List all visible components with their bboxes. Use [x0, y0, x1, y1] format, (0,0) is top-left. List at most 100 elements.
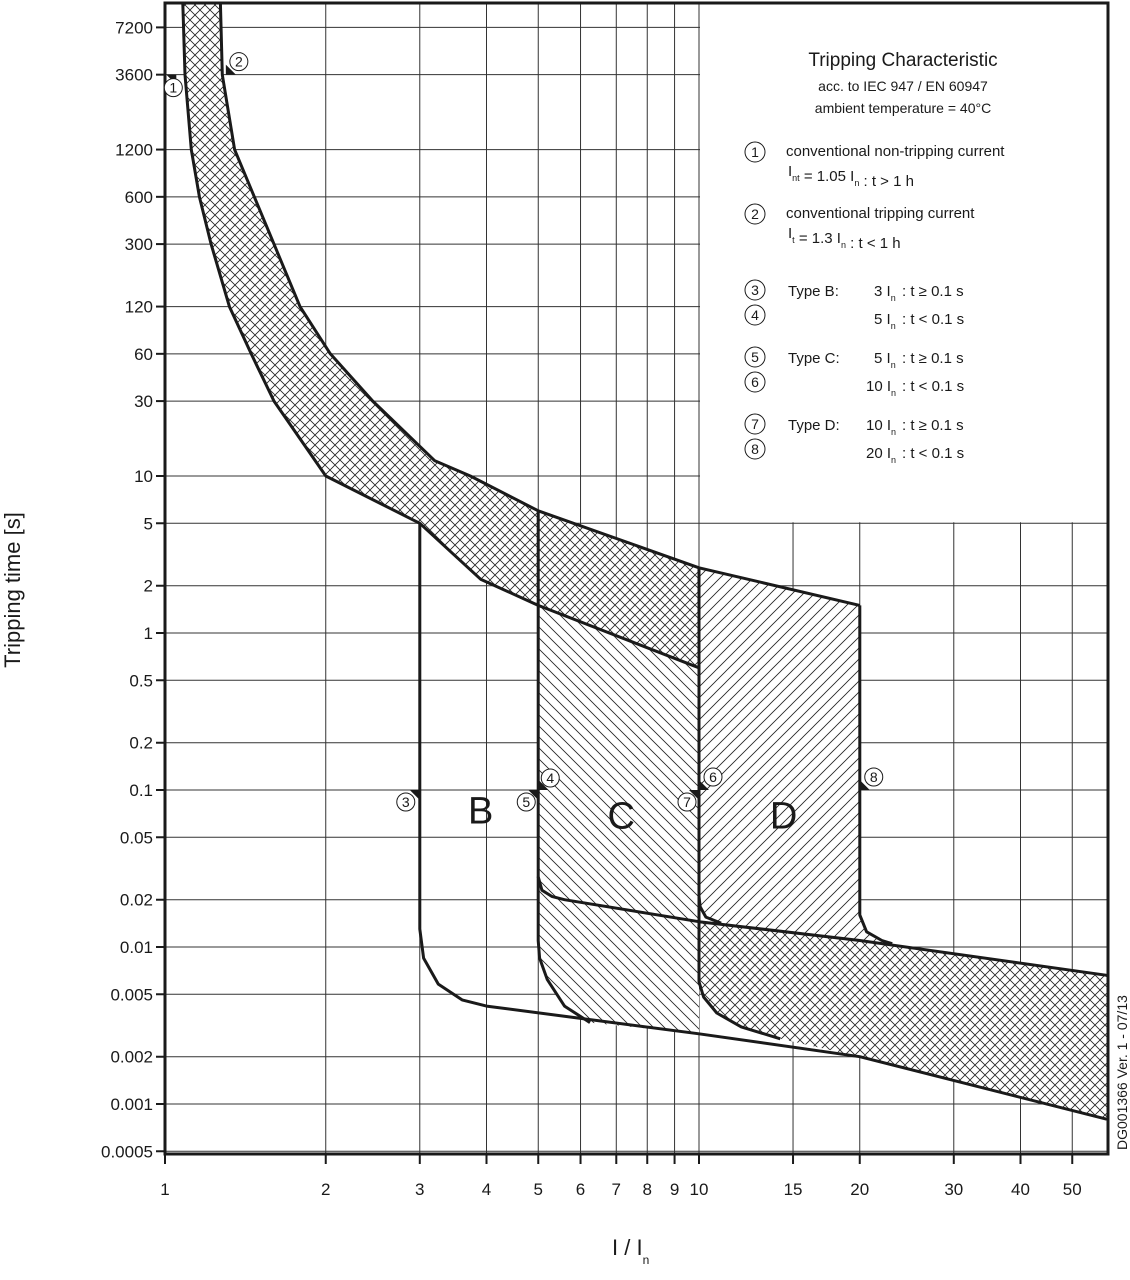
marker-wedge — [699, 780, 709, 790]
marker-label: 1 — [169, 80, 177, 96]
footnote: DG001366 Ver. 1 - 07/13 — [1114, 995, 1130, 1150]
marker-label: 6 — [709, 769, 717, 785]
type-condition: : t ≥ 0.1 s — [902, 417, 964, 434]
x-tick-label: 40 — [1011, 1180, 1030, 1199]
x-axis-label-sub: n — [643, 1253, 650, 1267]
text-run: conventional non-tripping current — [786, 143, 1005, 160]
legend-text: 20 In — [866, 445, 896, 465]
legend-text: conventional tripping current — [786, 205, 975, 222]
y-tick-label: 60 — [134, 345, 153, 364]
marker-wedge — [225, 64, 236, 75]
zone-label-c: C — [607, 795, 634, 837]
text-run: = 1.3 I — [795, 230, 841, 247]
y-tick-label: 0.5 — [129, 671, 153, 690]
x-axis-label-main: I / I — [612, 1235, 643, 1260]
marker-label: 7 — [683, 794, 691, 810]
x-tick-label: 15 — [784, 1180, 803, 1199]
text-run: I — [788, 163, 792, 180]
type-d-zone — [699, 567, 893, 944]
x-tick-label: 7 — [612, 1180, 621, 1199]
type-name: Type C: — [788, 350, 840, 367]
legend: Tripping Characteristic acc. to IEC 947 … — [744, 50, 1005, 465]
type-c-lower-curve — [536, 876, 591, 1024]
y-tick-label: 3600 — [115, 66, 153, 85]
legend-text: 5 In — [874, 350, 896, 370]
y-axis-label: Tripping time [s] — [0, 512, 25, 668]
subscript: n — [891, 388, 896, 398]
marker-label: 4 — [546, 770, 554, 786]
type-condition: : t ≥ 0.1 s — [902, 283, 964, 300]
marker-circle-6 — [703, 767, 723, 787]
marker-label: 2 — [235, 54, 243, 70]
marker-wedge — [538, 780, 549, 790]
y-tick-label: 300 — [125, 235, 153, 254]
type-name: Type D: — [788, 417, 840, 434]
x-tick-label: 3 — [415, 1180, 424, 1199]
x-tick-label: 1 — [160, 1180, 169, 1199]
legend-text: Int = 1.05 In : t > 1 h — [788, 163, 914, 190]
y-tick-label: 0.05 — [120, 828, 153, 847]
y-tick-label: 0.01 — [120, 938, 153, 957]
x-tick-label: 2 — [321, 1180, 330, 1199]
subscript: n — [891, 427, 896, 437]
marker-circle-7 — [677, 792, 697, 812]
type-condition: : t < 0.1 s — [902, 445, 964, 462]
y-tick-label: 0.005 — [110, 985, 153, 1004]
subscript: nt — [792, 173, 800, 183]
x-tick-label: 20 — [850, 1180, 869, 1199]
y-tick-label: 600 — [125, 188, 153, 207]
y-tick-label: 0.002 — [110, 1048, 153, 1067]
marker-circle-7 — [744, 413, 766, 435]
marker-circle-1 — [163, 78, 183, 98]
y-tick-label: 30 — [134, 392, 153, 411]
y-tick-label: 0.02 — [120, 891, 153, 910]
x-tick-label: 30 — [944, 1180, 963, 1199]
marker-circle-3 — [744, 279, 766, 301]
axis-ticks: 1 2 3 4 5 6 7 8 9 10 15 20 30 40 507200360012006003001… — [101, 18, 1082, 1199]
marker-circle-6 — [744, 371, 766, 393]
subscript: n — [891, 455, 896, 465]
y-tick-label: 1200 — [115, 141, 153, 160]
marker-circle-2 — [744, 203, 766, 225]
type-b-curve — [418, 523, 1108, 1121]
subscript: n — [891, 293, 896, 303]
legend-text: 10 In — [866, 378, 896, 398]
zone-label-d: D — [770, 795, 797, 837]
legend-text: 5 In — [874, 311, 896, 331]
plot-frame — [163, 1, 1110, 1156]
marker-circle-5 — [516, 792, 536, 812]
type-condition: : t < 0.1 s — [902, 311, 964, 328]
text-run: : t < 1 h — [846, 235, 901, 252]
y-tick-label: 0.001 — [110, 1095, 153, 1114]
thermal-lower-curve — [181, 2, 700, 670]
text-run: = 1.05 I — [800, 168, 855, 185]
subscript: n — [854, 178, 859, 188]
marker-label: 3 — [402, 794, 410, 810]
type-condition: : t ≥ 0.1 s — [902, 350, 964, 367]
text-run: 20 I — [866, 445, 891, 462]
y-tick-label: 1 — [144, 624, 153, 643]
marker-wedge — [859, 780, 870, 790]
zone-label-b: B — [468, 791, 493, 833]
legend-text: 10 In — [866, 417, 896, 437]
type-name: Type B: — [788, 283, 839, 300]
text-run: I — [788, 225, 792, 242]
marker-label: 6 — [751, 374, 759, 390]
marker-circle-8 — [864, 767, 884, 787]
marker-circle-8 — [744, 438, 766, 460]
marker-label: 8 — [751, 441, 759, 457]
marker-circle-1 — [744, 141, 766, 163]
text-run: : t > 1 h — [859, 173, 914, 190]
text-run: 3 I — [874, 283, 891, 300]
x-tick-label: 4 — [482, 1180, 491, 1199]
subscript: t — [792, 235, 795, 245]
text-run: 10 I — [866, 378, 891, 395]
x-tick-label: 8 — [643, 1180, 652, 1199]
y-tick-label: 7200 — [115, 18, 153, 37]
marker-label: 3 — [751, 282, 759, 298]
x-tick-label: 50 — [1063, 1180, 1082, 1199]
chart-title: Tripping Characteristic — [808, 50, 997, 71]
